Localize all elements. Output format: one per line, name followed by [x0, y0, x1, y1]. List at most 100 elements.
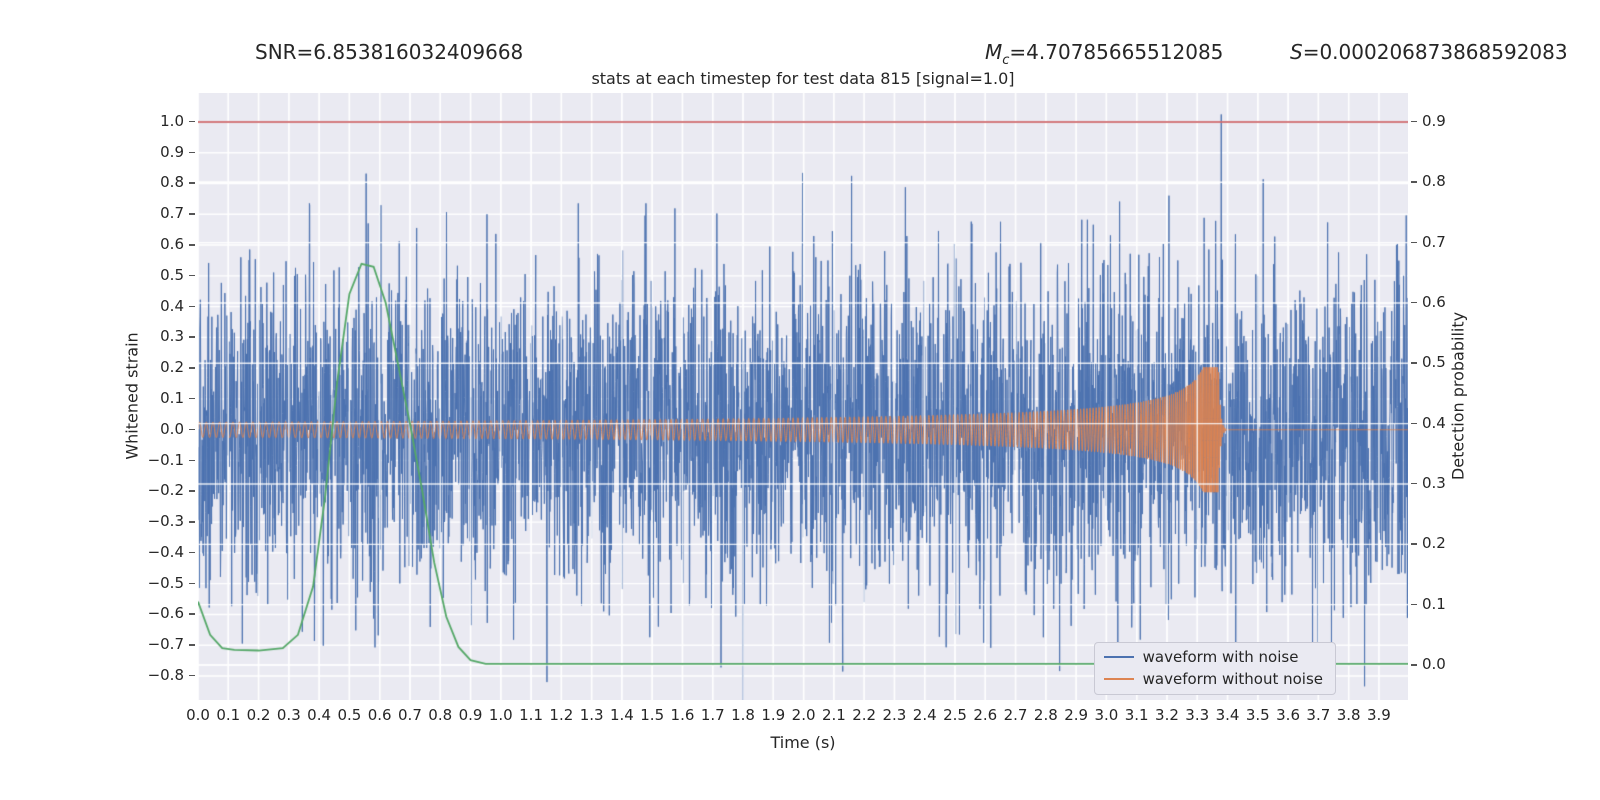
legend-line-swatch-orange: [1103, 678, 1134, 680]
y-tick-label-right: 0.9: [1422, 111, 1446, 130]
y-tick-mark-left: [189, 120, 195, 123]
chirp-mass-subscript: c: [1002, 53, 1010, 68]
x-tick-label: 0.6: [367, 706, 392, 724]
legend-item-noise: waveform with noise: [1103, 648, 1323, 666]
y-tick-mark-right: [1411, 241, 1417, 244]
x-tick-label: 2.1: [821, 706, 846, 724]
x-tick-label: 1.8: [731, 706, 755, 724]
s-stat-symbol: S: [1290, 40, 1303, 64]
y-tick-label-left: −0.6: [147, 604, 184, 623]
snr-text: SNR=6.853816032409668: [255, 40, 524, 64]
y-tick-label-right: 0.6: [1422, 292, 1446, 311]
y-tick-mark-left: [189, 551, 195, 554]
y-tick-label-right: 0.2: [1422, 534, 1446, 553]
y-tick-mark-left: [189, 613, 195, 615]
plot-area: waveform with noise waveform without noi…: [198, 93, 1408, 700]
x-tick-label: 1.3: [579, 706, 604, 724]
y-tick-mark-right: [1411, 664, 1417, 666]
x-tick-label: 3.2: [1155, 706, 1179, 724]
x-tick-label: 3.5: [1245, 706, 1270, 724]
y-tick-mark-left: [189, 428, 195, 431]
y-tick-label-left: 0.5: [160, 265, 184, 284]
x-tick-label: 2.0: [791, 706, 816, 724]
x-tick-label: 0.9: [458, 706, 483, 724]
legend-line-swatch-blue: [1103, 656, 1134, 658]
y-tick-mark-right: [1411, 181, 1417, 183]
x-tick-label: 3.6: [1276, 706, 1300, 724]
legend-item-signal: waveform without noise: [1103, 670, 1323, 688]
x-tick-label: 2.6: [973, 706, 998, 724]
x-tick-label: 0.7: [398, 706, 422, 724]
x-tick-label: 2.7: [1003, 706, 1028, 724]
legend-label: waveform without noise: [1142, 670, 1323, 688]
y-tick-label-right: 0.8: [1422, 172, 1446, 191]
chart-title: stats at each timestep for test data 815…: [591, 69, 1015, 88]
x-tick-label: 0.4: [307, 706, 332, 724]
y-tick-mark-left: [189, 367, 195, 369]
y-axis-label-left: Whitened strain: [122, 332, 142, 460]
x-tick-label: 2.9: [1064, 706, 1089, 724]
y-tick-mark-right: [1411, 362, 1417, 364]
y-tick-mark-right: [1411, 301, 1417, 304]
x-tick-label: 1.5: [640, 706, 665, 724]
y-tick-label-left: 0.6: [160, 235, 184, 254]
y-tick-label-left: −0.7: [147, 635, 184, 654]
x-tick-label: 2.5: [943, 706, 967, 724]
x-tick-label: 1.9: [761, 706, 786, 724]
y-tick-mark-right: [1411, 603, 1417, 606]
chart-canvas: [198, 93, 1408, 700]
y-tick-label-left: 0.8: [160, 173, 184, 192]
x-tick-label: 0.1: [216, 706, 241, 724]
y-tick-label-right: 0.7: [1422, 232, 1446, 251]
y-tick-label-right: 0.0: [1422, 655, 1446, 673]
y-tick-mark-left: [189, 305, 195, 308]
y-tick-mark-left: [189, 644, 195, 646]
x-tick-label: 1.0: [488, 706, 513, 724]
y-tick-mark-left: [189, 521, 195, 523]
x-tick-label: 3.3: [1185, 706, 1210, 724]
x-tick-label: 3.1: [1124, 706, 1149, 724]
x-tick-label: 2.8: [1033, 706, 1058, 724]
x-tick-label: 0.2: [246, 706, 271, 724]
y-tick-mark-right: [1411, 543, 1417, 545]
x-tick-label: 3.7: [1306, 706, 1331, 724]
chirp-mass-value: =4.70785665512085: [1009, 40, 1224, 64]
x-tick-label: 3.9: [1366, 706, 1391, 724]
chirp-mass-symbol: M: [985, 40, 1003, 64]
y-tick-mark-left: [189, 244, 195, 246]
s-stat-text: S=0.000206873868592083: [1290, 40, 1568, 64]
legend-label: waveform with noise: [1142, 648, 1299, 666]
y-tick-label-left: −0.8: [147, 665, 184, 684]
x-tick-label: 2.3: [882, 706, 907, 724]
y-tick-label-left: 0.4: [160, 296, 184, 315]
x-tick-label: 1.6: [670, 706, 695, 724]
y-tick-label-left: −0.5: [147, 573, 184, 592]
x-tick-label: 1.1: [519, 706, 543, 724]
y-tick-mark-left: [189, 582, 195, 585]
y-tick-mark-right: [1411, 422, 1417, 425]
x-tick-label: 3.0: [1094, 706, 1119, 724]
y-tick-mark-left: [189, 490, 195, 492]
legend: waveform with noise waveform without noi…: [1093, 642, 1336, 695]
y-tick-mark-left: [189, 151, 195, 154]
x-tick-label: 0.8: [428, 706, 453, 724]
y-axis-label-right: Detection probability: [1448, 311, 1468, 481]
y-tick-mark-left: [189, 274, 195, 277]
x-tick-label: 1.4: [609, 706, 634, 724]
y-tick-mark-left: [189, 674, 195, 677]
x-tick-label: 0.0: [186, 706, 210, 724]
s-stat-value: =0.000206873868592083: [1302, 40, 1568, 64]
x-tick-label: 1.2: [549, 706, 574, 724]
y-tick-label-left: −0.2: [147, 481, 184, 500]
y-tick-mark-left: [189, 182, 195, 184]
y-tick-mark-left: [189, 336, 195, 338]
y-tick-label-left: −0.3: [147, 512, 184, 531]
y-tick-label-left: 1.0: [160, 111, 184, 130]
y-tick-mark-right: [1411, 482, 1417, 485]
x-tick-label: 3.8: [1336, 706, 1361, 724]
y-tick-label-left: 0.7: [160, 204, 184, 223]
y-tick-mark-left: [189, 213, 195, 215]
x-tick-label: 0.5: [337, 706, 362, 724]
y-tick-mark-left: [189, 459, 195, 462]
